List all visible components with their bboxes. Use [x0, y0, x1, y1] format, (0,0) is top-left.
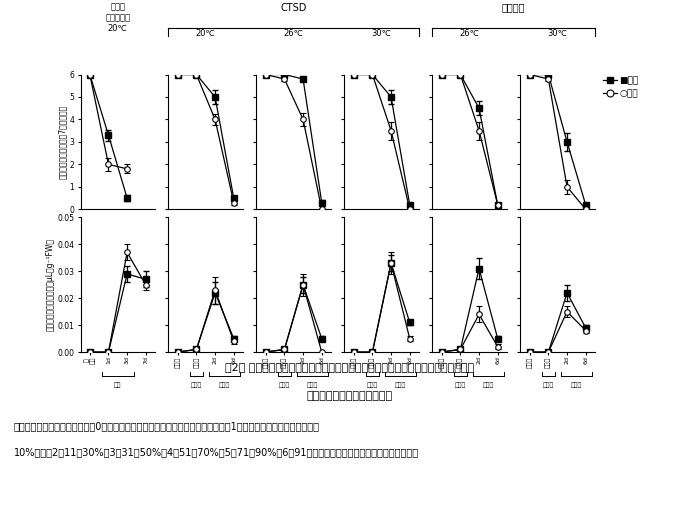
Text: 処理終: 処理終 — [367, 382, 378, 388]
Text: エチル
アルコール
20℃: エチル アルコール 20℃ — [105, 3, 130, 33]
Text: 図2． 異なる脱渋方法で処理した「太天」、「太月」のタンニンプリント値および: 図2． 異なる脱渋方法で処理した「太天」、「太月」のタンニンプリント値および — [225, 362, 475, 372]
Text: アセトアルデヒド含量の推移: アセトアルデヒド含量の推移 — [307, 391, 393, 400]
Text: 後加温: 後加温 — [395, 382, 406, 388]
Text: タンニンプリント値の評価は、0：ろ紙に黒変が全く認められない（完全脱渋）、1：黒変した面積が果実縦断面の: タンニンプリント値の評価は、0：ろ紙に黒変が全く認められない（完全脱渋）、1：黒… — [14, 421, 320, 431]
Text: 処理終: 処理終 — [279, 382, 290, 388]
Text: 処理終: 処理終 — [455, 382, 466, 388]
Text: 後加温: 後加温 — [219, 382, 230, 388]
Text: 後加温: 後加温 — [570, 382, 582, 388]
Y-axis label: アセトアルデヒド含量（μLシg⁻¹FW）: アセトアルデヒド含量（μLシg⁻¹FW） — [46, 238, 55, 331]
Text: 20℃: 20℃ — [196, 29, 216, 39]
Text: 30℃: 30℃ — [372, 29, 392, 39]
Legend: ■太天, ○太月: ■太天, ○太月 — [603, 77, 638, 98]
Text: 処理終: 処理終 — [542, 382, 554, 388]
Text: 26℃: 26℃ — [284, 29, 304, 39]
Text: 30℃: 30℃ — [547, 29, 568, 39]
Text: CTSD: CTSD — [281, 3, 307, 12]
Y-axis label: タンニンプリント値（7段階評価）: タンニンプリント値（7段階評価） — [57, 105, 66, 179]
Text: 処理: 処理 — [114, 382, 122, 388]
Text: 10%以下、2：11～30%、3：31～50%、4：51～70%、5：71～90%、6：91～ほぼ全面で黒変が認められる（未脱渋）: 10%以下、2：11～30%、3：31～50%、4：51～70%、5：71～90… — [14, 447, 419, 457]
Text: 後加温: 後加温 — [483, 382, 494, 388]
Text: 後加温: 後加温 — [307, 382, 318, 388]
Text: 26℃: 26℃ — [460, 29, 480, 39]
Text: 窒素ガス: 窒素ガス — [502, 3, 526, 12]
Text: 処理終: 処理終 — [191, 382, 202, 388]
